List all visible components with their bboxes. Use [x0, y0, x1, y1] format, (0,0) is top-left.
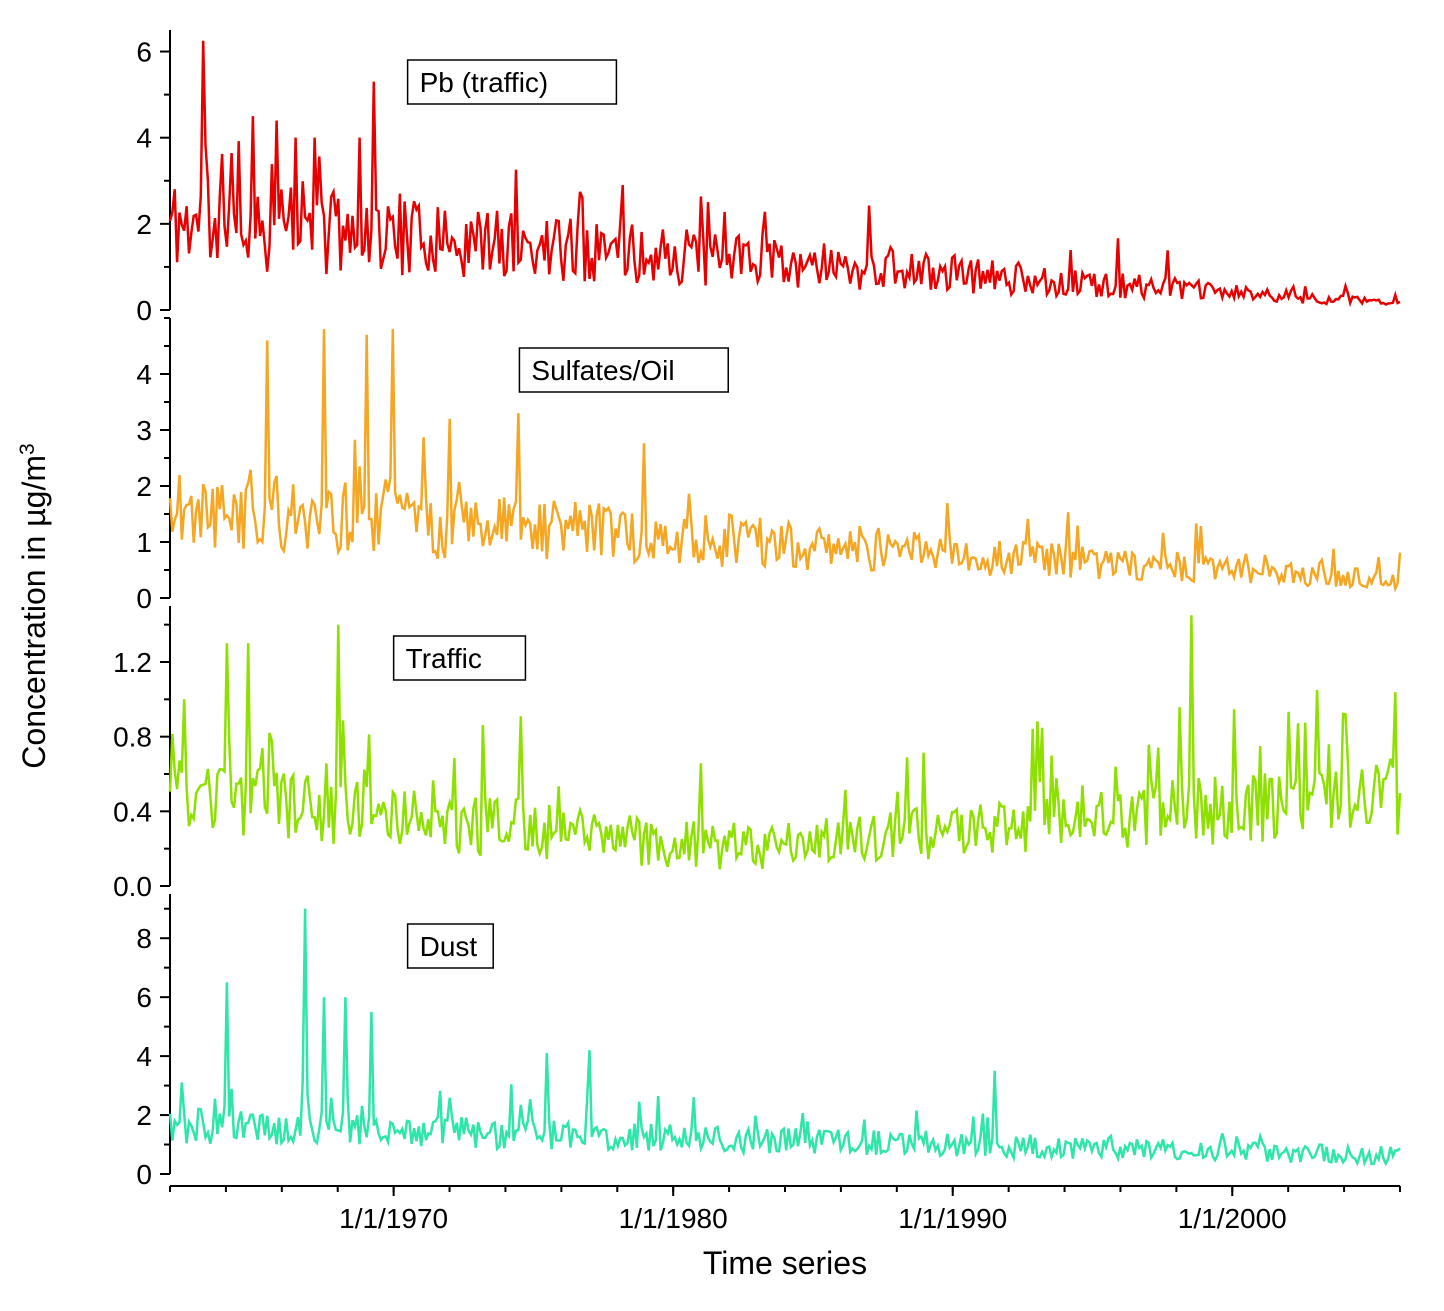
panel-label-pb: Pb (traffic) [420, 67, 549, 98]
y-axis-title: Concentration in µg/m3 [16, 443, 53, 768]
x-tick-label: 1/1/1990 [898, 1203, 1007, 1234]
y-tick-label: 2 [136, 209, 152, 240]
y-tick-label: 4 [136, 359, 152, 390]
y-tick-label: 2 [136, 1100, 152, 1131]
series-sulfates [170, 329, 1400, 588]
panel-label-traffic: Traffic [406, 643, 482, 674]
y-tick-label: 4 [136, 1041, 152, 1072]
timeseries-figure: 0 2 4 6 Pb (traffic) 0 1 2 3 4 Sulfates/Oil 0.0 0.4 0… [0, 0, 1444, 1311]
y-tick-label: 0 [136, 1159, 152, 1190]
y-tick-label: 0.0 [113, 871, 152, 902]
x-tick-label: 1/1/2000 [1178, 1203, 1287, 1234]
y-tick-label: 8 [136, 923, 152, 954]
series-dust [170, 909, 1400, 1164]
y-tick-label: 1 [136, 527, 152, 558]
y-tick-label: 6 [136, 982, 152, 1013]
y-tick-label: 0.4 [113, 796, 152, 827]
y-tick-label: 2 [136, 471, 152, 502]
x-tick-label: 1/1/1970 [339, 1203, 448, 1234]
y-tick-label: 6 [136, 37, 152, 68]
series-traffic [170, 615, 1400, 869]
y-tick-label: 0 [136, 583, 152, 614]
y-tick-label: 3 [136, 415, 152, 446]
x-tick-label: 1/1/1980 [619, 1203, 728, 1234]
panel-label-dust: Dust [420, 931, 478, 962]
y-tick-label: 1.2 [113, 647, 152, 678]
y-tick-label: 4 [136, 123, 152, 154]
y-tick-label: 0.8 [113, 722, 152, 753]
chart-svg: 0 2 4 6 Pb (traffic) 0 1 2 3 4 Sulfates/Oil 0.0 0.4 0… [0, 0, 1444, 1311]
panel-label-sulfates: Sulfates/Oil [531, 355, 674, 386]
series-pb [170, 41, 1400, 305]
x-axis-title: Time series [703, 1245, 867, 1281]
y-tick-label: 0 [136, 295, 152, 326]
